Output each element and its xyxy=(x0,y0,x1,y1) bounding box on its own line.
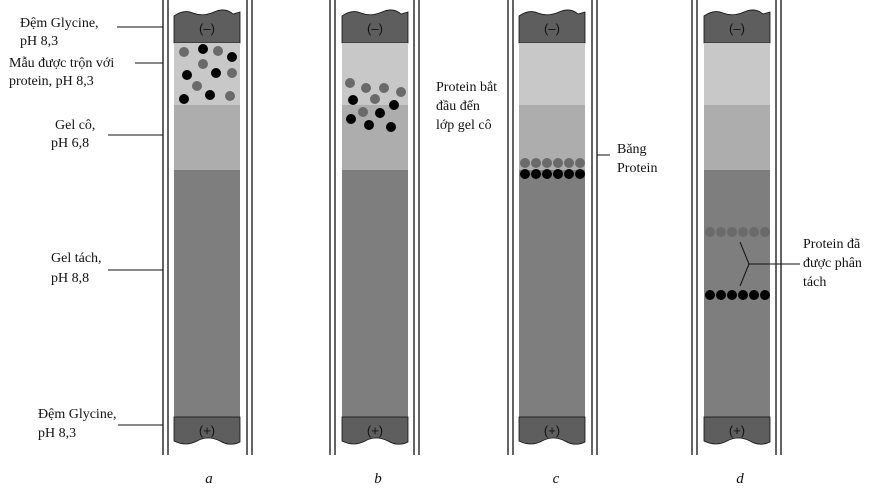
upper-buffer-label: Đệm Glycine, pH 8,3 xyxy=(20,16,102,49)
label-line: pH 8,3 xyxy=(20,34,58,49)
separated-protein-band-gray xyxy=(705,227,770,237)
lower-buffer-cap xyxy=(703,416,771,445)
negative-electrode-label: (–) xyxy=(729,21,745,36)
sample-zone xyxy=(519,43,585,105)
label-line: Gel tách, xyxy=(51,251,102,266)
negative-electrode-label: (–) xyxy=(199,21,215,36)
protein-dots xyxy=(345,78,406,132)
label-line: đầu đến xyxy=(436,99,480,114)
positive-electrode-label: (+) xyxy=(729,423,745,438)
lower-buffer-cap xyxy=(341,416,409,445)
label-line: Protein bắt xyxy=(436,80,497,95)
panel-b: (–) (+) Protein bắt đầu đến lớp gel cô b xyxy=(329,0,501,487)
separating-gel-label: Gel tách, pH 8,8 xyxy=(51,251,105,286)
stacking-gel-label: Gel cô, pH 6,8 xyxy=(51,118,99,151)
negative-electrode-label: (–) xyxy=(367,21,383,36)
label-line: Protein xyxy=(617,161,657,176)
separating-gel xyxy=(342,170,408,417)
stacking-gel xyxy=(174,105,240,170)
label-line: được phân xyxy=(803,256,862,271)
panel-a: (–) (+) Đệm Glycine, pH 8,3 Mẫu đư xyxy=(9,0,253,487)
label-line: pH 8,8 xyxy=(51,271,89,286)
label-line: Mẫu được trộn với xyxy=(9,56,114,71)
label-line: tách xyxy=(803,275,826,290)
upper-buffer-cap xyxy=(173,9,241,44)
panel-c: (–) (+) Băng Protein c xyxy=(507,0,657,487)
stacking-gel xyxy=(704,105,770,170)
panel-caption-a: a xyxy=(205,471,213,487)
positive-electrode-label: (+) xyxy=(367,423,383,438)
label-line: Protein đã xyxy=(803,237,861,252)
upper-buffer-cap xyxy=(341,9,409,44)
label-line: lớp gel cô xyxy=(436,118,492,133)
sample-zone xyxy=(704,43,770,105)
negative-electrode-label: (–) xyxy=(544,21,560,36)
lower-buffer-cap xyxy=(518,416,586,445)
protein-dots xyxy=(179,44,237,104)
lower-buffer-cap xyxy=(173,416,241,445)
upper-buffer-cap xyxy=(703,9,771,44)
label-line: Đệm Glycine, xyxy=(38,407,117,422)
positive-electrode-label: (+) xyxy=(199,423,215,438)
panel-caption-d: d xyxy=(736,471,744,487)
panel-caption-c: c xyxy=(553,471,560,487)
stacking-gel xyxy=(519,105,585,170)
label-line: pH 8,3 xyxy=(38,426,76,441)
separating-gel xyxy=(704,170,770,417)
separating-gel xyxy=(519,170,585,417)
panel-d: (–) (+) Protein đã được phân tách d xyxy=(691,0,865,487)
protein-band-label: Băng Protein xyxy=(617,142,657,176)
stacked-protein-band xyxy=(520,158,585,179)
protein-entering-stacking-gel-label: Protein bắt đầu đến lớp gel cô xyxy=(436,80,501,133)
label-line: Gel cô, xyxy=(55,118,95,133)
label-line: Băng xyxy=(617,142,647,157)
sample-label: Mẫu được trộn với protein, pH 8,3 xyxy=(9,56,118,89)
separated-protein-band-black xyxy=(705,290,770,300)
upper-buffer-cap xyxy=(518,9,586,44)
label-line: pH 6,8 xyxy=(51,136,89,151)
panel-caption-b: b xyxy=(374,471,382,487)
separated-proteins-label: Protein đã được phân tách xyxy=(803,237,865,290)
label-line: protein, pH 8,3 xyxy=(9,74,94,89)
label-line: Đệm Glycine, xyxy=(20,16,99,31)
positive-electrode-label: (+) xyxy=(544,423,560,438)
separating-gel xyxy=(174,170,240,417)
lower-buffer-label: Đệm Glycine, pH 8,3 xyxy=(38,407,120,441)
